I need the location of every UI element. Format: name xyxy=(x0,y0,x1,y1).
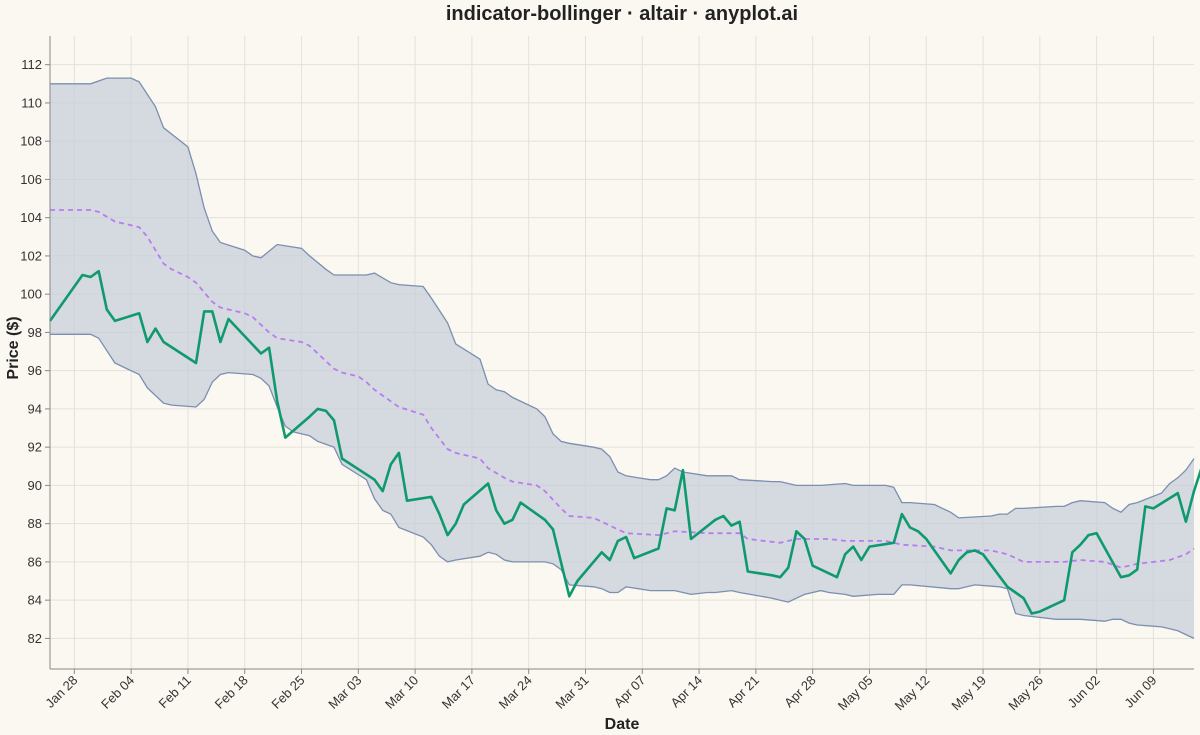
y-tick-label: 86 xyxy=(28,554,42,569)
y-tick-label: 88 xyxy=(28,516,42,531)
y-tick-label: 92 xyxy=(28,440,42,455)
y-tick-label: 90 xyxy=(28,478,42,493)
lower-band-line xyxy=(50,333,1195,639)
y-tick-label: 84 xyxy=(28,593,42,608)
line-layer xyxy=(48,77,1200,639)
y-tick-label: 82 xyxy=(28,631,42,646)
y-tick-label: 94 xyxy=(28,401,42,416)
price-line xyxy=(48,269,1200,615)
chart-title: indicator-bollinger · altair · anyplot.a… xyxy=(446,3,798,25)
y-tick-label: 96 xyxy=(28,363,42,378)
y-tick-label: 100 xyxy=(20,287,42,302)
y-axis-title: Price ($) xyxy=(5,316,22,379)
band-layer xyxy=(50,78,1194,639)
x-axis-title: Date xyxy=(605,716,640,733)
y-tick-label: 104 xyxy=(20,210,42,225)
y-tick-label: 106 xyxy=(20,172,42,187)
y-tick-label: 98 xyxy=(28,325,42,340)
y-tick-label: 108 xyxy=(20,134,42,149)
y-tick-label: 102 xyxy=(20,248,42,263)
y-tick-label: 110 xyxy=(21,95,42,110)
y-tick-label: 112 xyxy=(21,57,42,72)
bollinger-band-area xyxy=(50,78,1194,639)
upper-band-line xyxy=(50,77,1195,519)
middle-band-line xyxy=(50,209,1195,569)
